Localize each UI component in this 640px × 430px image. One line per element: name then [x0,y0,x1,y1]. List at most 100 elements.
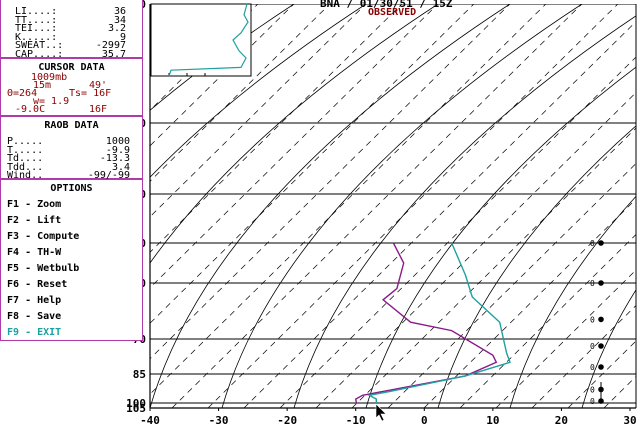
sounding-line [367,242,511,403]
option-key: F7 [7,295,20,306]
x-tick-label: 30 [623,414,636,427]
x-tick-label: -40 [140,414,160,427]
cursor-height: 15m [33,80,52,91]
option-sep: - [19,279,38,290]
x-tick-label: -10 [346,414,366,427]
adiabat-line [150,4,511,408]
options-title: OPTIONS [50,183,93,194]
option-key: F4 [7,247,20,258]
adiabat-line [221,4,583,408]
option-key: F9 [7,327,20,338]
option-key: F6 [7,279,20,290]
option-label: Wetbulb [37,263,80,274]
option-label: Zoom [37,199,62,210]
dashed-line [495,269,636,408]
cursor-theta: Θ=264 [7,88,38,99]
wind-station-dot [598,343,604,349]
x-tick-label: 20 [555,414,568,427]
inset-box [150,3,252,77]
plot-area [150,4,636,408]
option-sep: - [19,247,38,258]
option-save[interactable]: F8 - Save [7,311,61,322]
option-reset[interactable]: F6 - Reset [7,279,67,290]
option-key: F2 [7,215,20,226]
pressure-label: 105 [126,402,146,415]
cursor-ts: Ts= 16F [69,88,112,99]
index-value: 3.2 [107,23,126,34]
option-wetbulb[interactable]: F5 - Wetbulb [7,263,79,274]
pressure-label: 85 [133,368,146,381]
raob-value: -13.3 [99,153,130,164]
option-sep: - [19,215,38,226]
dashed-line [603,375,636,408]
wind-speed-label: 0 [590,363,595,372]
wind-station-dot [598,364,604,370]
dashed-line [279,56,636,408]
raob-value: -9.9 [105,144,130,156]
stability-indices-panel: LI....: 36 TT....: 34 TEI...: 3.2 K.....: 9 SWEA… [0,0,143,60]
raob-label: Tdd... [7,161,44,173]
dashed-line [423,198,636,408]
inset-line [168,3,249,77]
raob-label: P..... [7,136,44,147]
option-th-w[interactable]: F4 - TH-W [7,247,61,258]
dashed-line [531,304,636,408]
cursor-temp-c: -9.0C [15,104,46,115]
cursor-data-title: CURSOR DATA [38,62,105,73]
wind-station-dot [598,280,604,286]
sounding-line [354,242,498,404]
index-value: 34 [113,14,126,26]
option-label: Lift [37,215,62,226]
adiabat-line [293,15,636,408]
wind-speed-label: 0 [590,385,595,394]
option-key: F8 [7,311,20,322]
option-label: Reset [37,279,68,290]
x-tick-label: -20 [277,414,297,427]
option-lift[interactable]: F2 - Lift [7,215,61,226]
raob-value: -99/-99 [87,170,130,181]
index-label: TEI...: [15,23,58,34]
option-label: Compute [37,231,80,242]
adiabat-line [150,4,439,264]
options-panel: OPTIONS F1 - Zoom F2 - Lift F3 - Compute F4… [0,179,143,341]
observed-label: OBSERVED [368,7,416,18]
mouse-cursor-icon [375,403,387,422]
wind-speed-label: 0 [590,315,595,324]
wind-speed-label: 0 [590,397,595,406]
pressure-label: 100 [126,397,146,410]
option-label: TH-W [37,247,62,258]
index-label: TT....: [15,14,58,26]
option-zoom[interactable]: F1 - Zoom [7,199,61,210]
index-value: -2997 [95,40,126,51]
index-value: 9 [119,31,126,43]
option-sep: - [19,231,38,242]
dashed-line [351,127,636,408]
adiabat-line [150,4,367,178]
x-tick-label: 10 [486,414,499,427]
index-value: 35.7 [101,48,126,60]
option-compute[interactable]: F3 - Compute [7,231,79,242]
cursor-mixing-ratio: w= 1.9 [33,96,70,107]
x-tick-label: 0 [421,414,428,427]
wind-station-dot [598,316,604,323]
index-value: 36 [113,6,126,17]
index-label: CAP....: [15,48,64,60]
option-label: Save [37,311,62,322]
option-sep: - [19,327,38,338]
index-label: SWEAT..: [15,40,64,51]
index-label: K.....: [15,31,58,43]
option-sep: - [19,199,38,210]
adiabat-line [437,125,636,408]
option-help[interactable]: F7 - Help [7,295,61,306]
cursor-data-panel: CURSOR DATA 1009mb 15m 49' Θ=264 Ts= 16F… [0,58,143,116]
raob-value: 3.4 [111,161,130,173]
wind-speed-label: 0 [590,342,595,351]
wind-speed-label: 0 [590,239,595,248]
option-key: F1 [7,199,20,210]
option-exit[interactable]: F9 - EXIT [7,327,61,338]
adiabat-line [509,195,636,408]
cursor-height-ft: 49' [89,80,108,91]
index-label: LI....: [15,6,58,17]
x-tick-label: -30 [209,414,229,427]
adiabat-line [581,289,636,408]
